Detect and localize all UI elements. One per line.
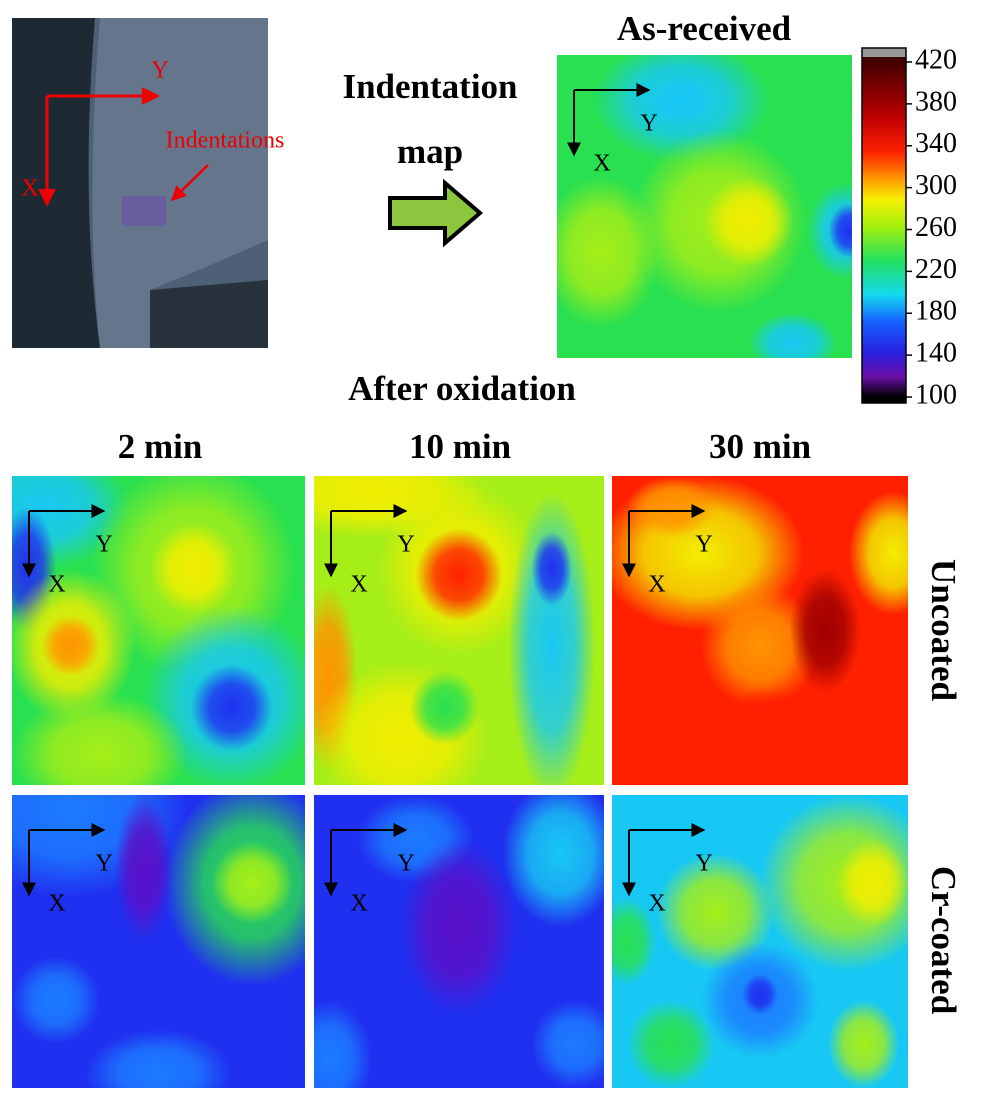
colorbar-tick-label: 300 (915, 170, 957, 201)
axis-label: X (350, 891, 367, 917)
arrow-label: Indentation (342, 67, 517, 106)
axis-label: Y (95, 851, 112, 877)
axis-label: Y (695, 851, 712, 877)
figure: Y X Indentations Indentation map As-rece… (0, 0, 990, 1095)
photo-label: Indentations (166, 128, 285, 154)
column-title: 10 min (409, 427, 511, 466)
colorbar-tick-label: 260 (915, 212, 957, 243)
axis-label: Y (397, 532, 414, 558)
axis-label: X (350, 572, 367, 598)
contour-map (597, 476, 937, 785)
colorbar-tick-label: 100 (915, 379, 957, 410)
photo-axis-x: X (21, 176, 38, 202)
colorbar-tick-label: 180 (915, 296, 957, 327)
axis-label: X (648, 572, 665, 598)
colorbar-tick-label: 140 (915, 338, 957, 369)
colorbar-tick-label: 420 (915, 44, 957, 75)
section-title: After oxidation (348, 369, 576, 408)
colorbar-tick-label: 380 (915, 86, 957, 117)
colorbar (862, 48, 906, 403)
arrow-label: map (397, 132, 463, 171)
row-title: Cr-coated (924, 866, 963, 1015)
colorbar-tick-label: 220 (915, 254, 957, 285)
map-title: As-received (617, 9, 792, 48)
photo-axis-y: Y (151, 58, 168, 84)
column-title: 2 min (118, 427, 203, 466)
contour-map (256, 445, 604, 816)
specimen-photo: Y X Indentations (12, 18, 284, 348)
axis-label: Y (95, 532, 112, 558)
row-title: Uncoated (924, 559, 963, 701)
axis-label: X (48, 891, 65, 917)
axis-label: Y (695, 532, 712, 558)
arrow (390, 183, 480, 243)
axis-label: X (593, 151, 610, 177)
axis-label: X (48, 572, 65, 598)
column-title: 30 min (709, 427, 811, 466)
axis-label: Y (640, 111, 657, 137)
axis-label: Y (397, 851, 414, 877)
contour-map (597, 795, 937, 1088)
colorbar-tick-label: 340 (915, 128, 957, 159)
contour-map (0, 445, 320, 816)
axis-label: X (648, 891, 665, 917)
contour-map (285, 780, 619, 1095)
